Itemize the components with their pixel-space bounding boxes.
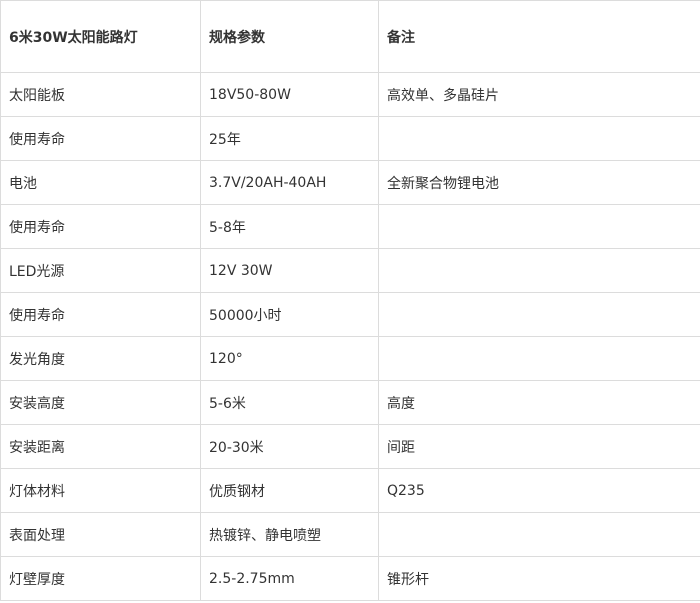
table-cell: 使用寿命: [0, 116, 201, 161]
empty-cell: [378, 512, 700, 557]
header-row: 6米30W太阳能路灯 规格参数 备注: [0, 0, 700, 73]
table-cell: 3.7V/20AH-40AH: [200, 160, 379, 205]
table-cell: 12V 30W: [200, 248, 379, 293]
empty-cell: [378, 116, 700, 161]
table-cell: 优质钢材: [200, 468, 379, 513]
table-cell: 高度: [378, 380, 700, 425]
table-cell: 高效单、多晶硅片: [378, 72, 700, 117]
table-row: 使用寿命 50000小时: [0, 292, 700, 337]
table-cell: 使用寿命: [0, 204, 201, 249]
table-cell: 2.5-2.75mm: [200, 556, 379, 601]
header-cell: 6米30W太阳能路灯: [0, 0, 201, 73]
table-cell: 5-6米: [200, 380, 379, 425]
table-cell: 发光角度: [0, 336, 201, 381]
table-cell: 热镀锌、静电喷塑: [200, 512, 379, 557]
empty-cell: [378, 292, 700, 337]
table-row: 表面处理 热镀锌、静电喷塑: [0, 512, 700, 557]
table-cell: 安装距离: [0, 424, 201, 469]
table-row: 发光角度 120°: [0, 336, 700, 381]
table-cell: 使用寿命: [0, 292, 201, 337]
table-cell: 灯壁厚度: [0, 556, 201, 601]
table-cell: 25年: [200, 116, 379, 161]
table-cell: LED光源: [0, 248, 201, 293]
table-cell: Q235: [378, 468, 700, 513]
table-row: 安装距离 20-30米 间距: [0, 424, 700, 469]
table-cell: 电池: [0, 160, 201, 205]
table-cell: 120°: [200, 336, 379, 381]
table-cell: 全新聚合物锂电池: [378, 160, 700, 205]
table-cell: 间距: [378, 424, 700, 469]
table-cell: 5-8年: [200, 204, 379, 249]
table-row: 安装高度 5-6米 高度: [0, 380, 700, 425]
header-cell: 备注: [378, 0, 700, 73]
empty-cell: [378, 248, 700, 293]
empty-cell: [378, 204, 700, 249]
table-cell: 安装高度: [0, 380, 201, 425]
table-row: 灯壁厚度 2.5-2.75mm 锥形杆: [0, 556, 700, 601]
table-cell: 表面处理: [0, 512, 201, 557]
table-row: 太阳能板 18V50-80W 高效单、多晶硅片: [0, 72, 700, 117]
table-row: LED光源 12V 30W: [0, 248, 700, 293]
header-cell: 规格参数: [200, 0, 379, 73]
table-cell: 锥形杆: [378, 556, 700, 601]
table-row: 使用寿命 5-8年: [0, 204, 700, 249]
table-row: 灯体材料 优质钢材 Q235: [0, 468, 700, 513]
table-row: 使用寿命 25年: [0, 116, 700, 161]
table-row: 电池 3.7V/20AH-40AH 全新聚合物锂电池: [0, 160, 700, 205]
table-cell: 太阳能板: [0, 72, 201, 117]
table-cell: 20-30米: [200, 424, 379, 469]
table-cell: 灯体材料: [0, 468, 201, 513]
table-cell: 50000小时: [200, 292, 379, 337]
empty-cell: [378, 336, 700, 381]
table-cell: 18V50-80W: [200, 72, 379, 117]
